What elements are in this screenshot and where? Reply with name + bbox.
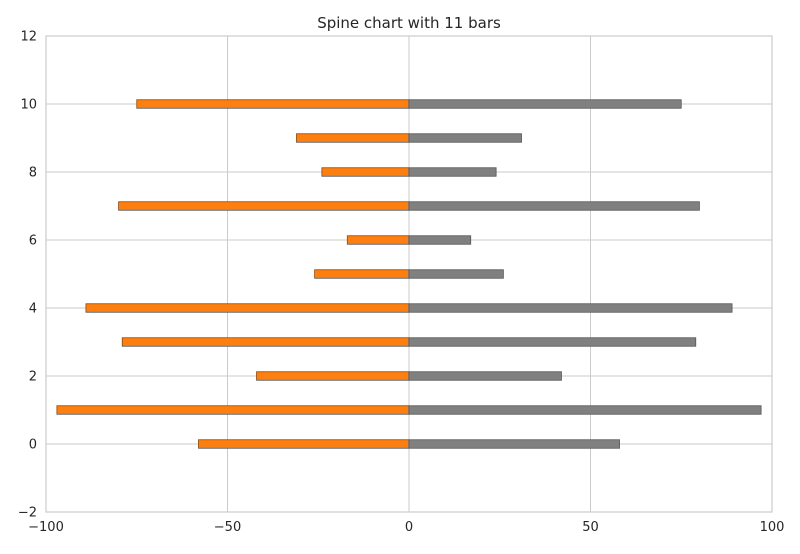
- x-axis-ticks: −100 −50 0 50 100: [28, 520, 784, 535]
- y-tick-label: 0: [29, 438, 37, 453]
- y-tick-label: −2: [18, 506, 37, 521]
- right-bar: [408, 405, 762, 415]
- left-bar: [198, 439, 410, 449]
- chart-title: Spine chart with 11 bars: [317, 14, 501, 32]
- bars: [56, 99, 762, 449]
- y-tick-label: 4: [29, 302, 37, 317]
- left-bar: [256, 371, 410, 381]
- left-bar: [346, 235, 410, 245]
- x-tick-label: −50: [214, 520, 241, 535]
- right-bar: [408, 167, 497, 177]
- left-bar: [121, 337, 410, 347]
- y-axis-ticks: −2 0 2 4 6 8 10 12: [18, 30, 37, 521]
- x-tick-label: 100: [760, 520, 785, 535]
- right-bar: [408, 337, 697, 347]
- y-tick-label: 10: [20, 98, 37, 113]
- left-bar: [85, 303, 410, 313]
- right-bar: [408, 371, 562, 381]
- x-tick-label: 50: [582, 520, 599, 535]
- left-bar: [136, 99, 410, 109]
- right-bar: [408, 303, 733, 313]
- right-bar: [408, 201, 700, 211]
- right-bar: [408, 133, 522, 143]
- left-bar: [296, 133, 410, 143]
- left-bar: [314, 269, 410, 279]
- plot-frame: [45, 35, 773, 513]
- y-tick-label: 8: [29, 166, 37, 181]
- y-tick-label: 12: [20, 30, 37, 45]
- x-tick-label: 0: [405, 520, 413, 535]
- left-bar: [56, 405, 410, 415]
- y-tick-label: 6: [29, 234, 37, 249]
- x-tick-label: −100: [28, 520, 64, 535]
- right-bar: [408, 235, 472, 245]
- left-bar: [118, 201, 410, 211]
- left-bar: [321, 167, 410, 177]
- right-bar: [408, 439, 620, 449]
- y-tick-label: 2: [29, 370, 37, 385]
- right-bar: [408, 269, 504, 279]
- right-bar: [408, 99, 682, 109]
